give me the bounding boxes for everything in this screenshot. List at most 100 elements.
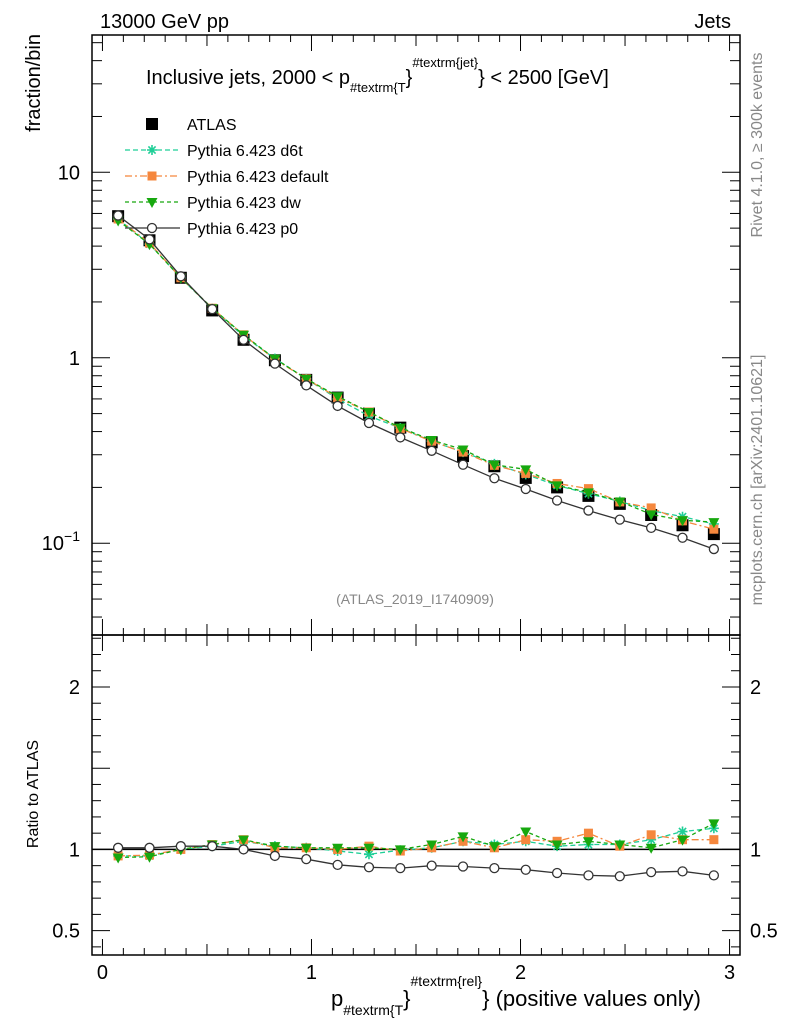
main-dw-point [551, 481, 563, 492]
main-p0-point [112, 210, 124, 221]
main-dw-point [708, 518, 720, 529]
ratio-dw-point [457, 832, 469, 843]
main-dw-point [614, 497, 626, 508]
ratio-dw-point [677, 835, 689, 846]
main-p0-point [238, 334, 249, 345]
legend-atlas-marker [146, 118, 158, 130]
main-p0-point [583, 505, 594, 516]
mcplots-reference-label: mcplots.cern.ch [arXiv:2401.10621] [749, 355, 766, 606]
main-p0-point [175, 271, 186, 282]
header-left-label: 13000 GeV pp [100, 11, 229, 33]
main-p0-point [269, 358, 281, 369]
x-axis-title-suffix: } (positive values only) [482, 986, 701, 1011]
main-p0-point [614, 514, 625, 525]
main-p0-point [207, 303, 218, 315]
main-y-tick-label-exponent: −1 [64, 528, 80, 544]
legend-atlas-label: ATLAS [187, 117, 237, 134]
chart-title-main: Inclusive jets, 2000 < p [146, 67, 350, 89]
ratio-p0-point [583, 870, 594, 881]
ratio-p0-point [614, 871, 625, 882]
ratio-dw-point [332, 843, 344, 854]
ratio-p0-point [269, 850, 281, 862]
ratio-dw-point [394, 845, 406, 856]
legend-d6t-marker [147, 145, 157, 155]
main-dw-point [488, 460, 500, 471]
main-dw-point [394, 423, 406, 434]
ratio-y-tick-label: 0.5 [52, 921, 80, 943]
legend-p0-marker [146, 222, 158, 234]
ratio-y-tick-label: 2 [69, 677, 80, 699]
main-dw-point [677, 516, 689, 527]
ratio-dw-point [551, 840, 563, 851]
ratio-p0-point [395, 862, 406, 874]
main-p0-point [520, 483, 531, 495]
chart-title-subscript: #textrm{T [350, 80, 406, 95]
main-p0-point [677, 532, 688, 543]
chart-title-superscript: #textrm{jet} [412, 55, 478, 70]
legend-dw-label: Pythia 6.423 dw [187, 195, 301, 212]
ratio-p0-point [112, 842, 124, 853]
chart-title-suffix: } < 2500 [GeV] [478, 67, 609, 89]
ratio-dw-point [112, 853, 124, 864]
legend-default-marker [147, 171, 157, 181]
main-p0-point [332, 400, 343, 412]
ratio-y-tick-label-right: 1 [750, 839, 761, 861]
x-axis-title-brace: } [403, 986, 410, 1011]
main-dw-point [300, 374, 312, 385]
main-y-tick-label-base: 10 [42, 533, 64, 555]
main-default-point [646, 503, 656, 513]
ratio-p0-point [520, 864, 531, 875]
legend-d6t-label: Pythia 6.423 d6t [187, 143, 303, 160]
ratio-dw-point [300, 843, 312, 854]
x-axis-title-subscript: #textrm{T [343, 1002, 403, 1018]
main-p0-point [457, 459, 469, 470]
ratio-dw-point [238, 835, 250, 846]
ratio-p0-point [457, 861, 469, 872]
main-p0-point [551, 495, 563, 506]
main-p0-point [395, 432, 406, 443]
ratio-dw-point [269, 842, 281, 853]
ratio-p0-point [332, 859, 343, 870]
main-p0-point [708, 543, 720, 555]
ratio-p0-point [551, 867, 563, 879]
y-axis-title-main: fraction/bin [23, 34, 45, 132]
main-p0-point [646, 522, 657, 534]
main-default-point [709, 524, 719, 534]
ratio-dw-point [488, 842, 500, 853]
ratio-p0-point [489, 862, 500, 874]
legend-p0-label: Pythia 6.423 p0 [187, 221, 298, 238]
ratio-dw-point [614, 840, 626, 851]
ratio-dw-point [708, 819, 720, 830]
main-dw-point [520, 465, 532, 476]
ratio-d6t-point [363, 849, 374, 860]
legend-dw-marker [146, 198, 158, 208]
header-right-label: Jets [694, 11, 731, 33]
x-tick-label: 2 [515, 962, 526, 984]
analysis-id-watermark: (ATLAS_2019_I1740909) [336, 591, 494, 607]
ratio-p0-point [175, 841, 186, 852]
ratio-p0-point [363, 862, 375, 873]
legend-default-label: Pythia 6.423 default [187, 169, 329, 186]
ratio-plot: 0 1 2 3 0.5 0.5 1 1 2 2 [52, 634, 778, 984]
ratio-default-point [709, 835, 719, 845]
ratio-dw-point [143, 852, 155, 863]
ratio-dw-point [363, 843, 375, 854]
main-p0-point [301, 380, 312, 391]
ratio-default-point [583, 828, 593, 838]
ratio-default-point [646, 830, 656, 840]
legend: ATLAS Pythia 6.423 d6t Pythia 6.423 defaul… [125, 117, 329, 238]
ratio-dw-line [118, 822, 715, 859]
ratio-p0-point [207, 841, 218, 852]
chart-title-brace: } [406, 67, 413, 89]
ratio-d6t-point [646, 834, 657, 845]
ratio-y-tick-label: 1 [69, 839, 80, 861]
ratio-y-tick-label-right: 2 [750, 677, 761, 699]
main-dw-line [117, 219, 714, 523]
y-axis-title-ratio: Ratio to ATLAS [25, 740, 42, 848]
x-tick-label: 0 [97, 962, 108, 984]
x-axis-title-superscript: #textrm{rel} [411, 973, 483, 989]
x-tick-label: 1 [306, 962, 317, 984]
ratio-p0-point [708, 870, 720, 881]
